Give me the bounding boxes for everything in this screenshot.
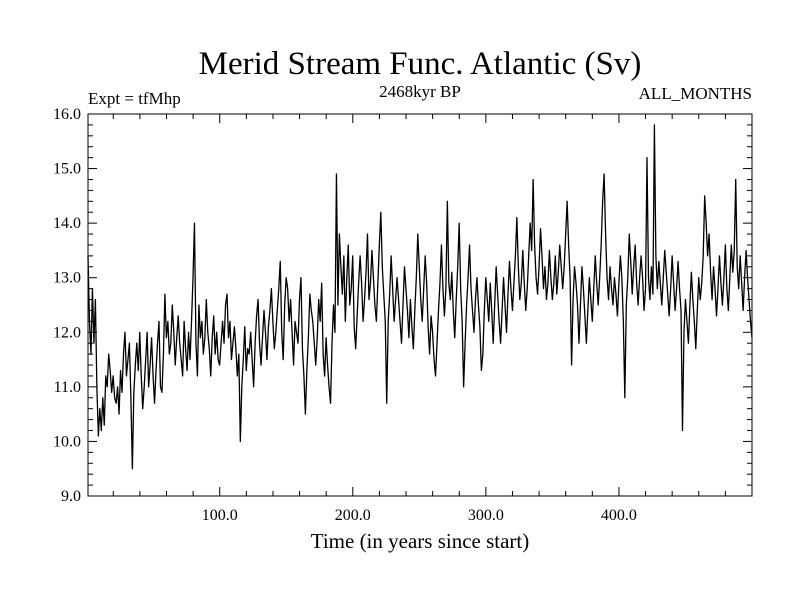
series-line xyxy=(87,124,753,470)
experiment-label: Expt = tfMhp xyxy=(88,89,181,108)
y-tick-label: 15.0 xyxy=(53,161,81,178)
chart-subtitle: 2468kyr BP xyxy=(379,82,461,101)
y-tick-label: 10.0 xyxy=(53,433,81,450)
x-axis-label: Time (in years since start) xyxy=(311,529,530,553)
axis-ticks xyxy=(88,113,752,497)
y-tick-label: 14.0 xyxy=(53,215,81,232)
y-tick-label: 12.0 xyxy=(53,324,81,341)
y-tick-label: 11.0 xyxy=(54,379,81,396)
x-tick-label: 100.0 xyxy=(202,507,238,524)
plot-frame xyxy=(87,113,753,497)
y-tick-labels: 9.0 10.0 11.0 12.0 13.0 14.0 15.0 16.0 xyxy=(53,106,81,505)
x-tick-label: 400.0 xyxy=(601,507,637,524)
x-tick-label: 200.0 xyxy=(335,507,371,524)
x-tick-labels: 100.0 200.0 300.0 400.0 xyxy=(202,507,637,524)
months-label: ALL_MONTHS xyxy=(639,84,752,103)
chart-title: Merid Stream Func. Atlantic (Sv) xyxy=(199,46,642,82)
y-tick-label: 9.0 xyxy=(61,488,81,505)
y-tick-label: 13.0 xyxy=(53,270,81,287)
x-tick-label: 300.0 xyxy=(468,507,504,524)
y-tick-label: 16.0 xyxy=(53,106,81,123)
